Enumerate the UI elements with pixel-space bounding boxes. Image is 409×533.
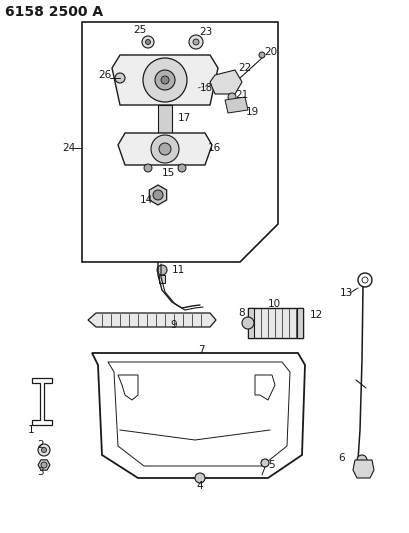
Text: 21: 21 <box>234 90 247 100</box>
Text: 1: 1 <box>28 425 34 435</box>
Polygon shape <box>225 97 247 113</box>
Circle shape <box>155 70 175 90</box>
Text: 8: 8 <box>237 308 244 318</box>
Text: 4: 4 <box>196 481 203 491</box>
Circle shape <box>159 143 171 155</box>
Text: 6: 6 <box>337 453 344 463</box>
Circle shape <box>227 93 236 101</box>
Text: 16: 16 <box>207 143 221 153</box>
Circle shape <box>193 39 198 45</box>
Text: 10: 10 <box>267 299 281 309</box>
Text: 18: 18 <box>200 83 213 93</box>
Circle shape <box>143 58 187 102</box>
Polygon shape <box>88 313 216 327</box>
Circle shape <box>41 448 46 453</box>
Circle shape <box>153 190 163 200</box>
Circle shape <box>144 164 152 172</box>
Text: 12: 12 <box>309 310 322 320</box>
Text: 26: 26 <box>98 70 111 80</box>
Polygon shape <box>254 375 274 400</box>
Circle shape <box>241 317 254 329</box>
Circle shape <box>142 36 154 48</box>
Circle shape <box>356 455 366 465</box>
Text: 23: 23 <box>198 27 212 37</box>
Polygon shape <box>108 362 289 466</box>
Circle shape <box>261 459 268 467</box>
Circle shape <box>115 73 125 83</box>
Text: 13: 13 <box>339 288 353 298</box>
Circle shape <box>157 265 166 275</box>
Text: 3: 3 <box>37 467 44 477</box>
Text: 14: 14 <box>139 195 153 205</box>
Text: 19: 19 <box>245 107 258 117</box>
Text: 25: 25 <box>133 25 146 35</box>
Polygon shape <box>32 378 52 425</box>
Bar <box>296 308 302 338</box>
Polygon shape <box>38 460 50 470</box>
Circle shape <box>357 273 371 287</box>
Text: 15: 15 <box>161 168 174 178</box>
Circle shape <box>151 135 179 163</box>
Polygon shape <box>82 22 277 262</box>
Text: 22: 22 <box>237 63 251 73</box>
Bar <box>247 308 302 338</box>
Text: 2: 2 <box>37 440 44 450</box>
Text: 11: 11 <box>172 265 185 275</box>
Polygon shape <box>118 375 138 400</box>
Circle shape <box>195 473 204 483</box>
Text: 5: 5 <box>267 460 274 470</box>
Bar <box>247 308 254 338</box>
Polygon shape <box>209 70 241 94</box>
Text: 9: 9 <box>170 320 176 330</box>
Text: 7: 7 <box>198 345 204 355</box>
Polygon shape <box>112 55 218 105</box>
Bar <box>157 105 172 133</box>
Polygon shape <box>352 460 373 478</box>
Polygon shape <box>149 185 166 205</box>
Circle shape <box>38 444 50 456</box>
Text: 24: 24 <box>62 143 75 153</box>
Circle shape <box>361 277 367 283</box>
Text: 17: 17 <box>178 113 191 123</box>
Polygon shape <box>118 133 211 165</box>
Text: 6158 2500 A: 6158 2500 A <box>5 5 103 19</box>
Circle shape <box>178 164 186 172</box>
Polygon shape <box>92 353 304 478</box>
Circle shape <box>189 35 202 49</box>
Circle shape <box>161 76 169 84</box>
Bar <box>159 275 164 283</box>
Circle shape <box>41 462 47 468</box>
Circle shape <box>145 39 150 44</box>
Text: 20: 20 <box>263 47 276 57</box>
Circle shape <box>258 52 264 58</box>
